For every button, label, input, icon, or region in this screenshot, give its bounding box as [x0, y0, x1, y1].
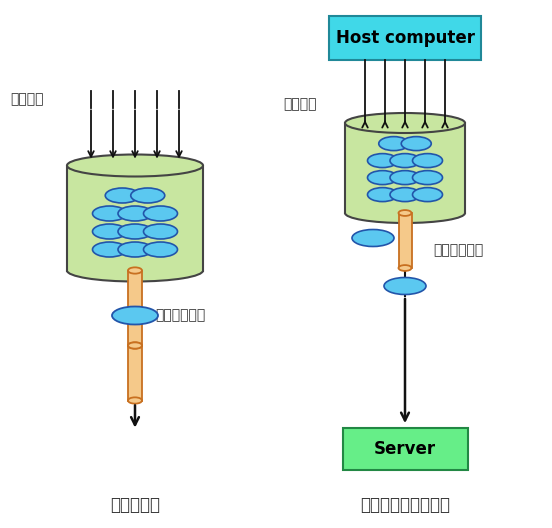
Ellipse shape: [399, 265, 411, 271]
Text: 被服务的请求: 被服务的请求: [433, 243, 483, 257]
Ellipse shape: [144, 242, 178, 257]
Text: 令牌桶算法应用图示: 令牌桶算法应用图示: [360, 496, 450, 514]
Ellipse shape: [390, 187, 420, 202]
Ellipse shape: [131, 188, 164, 203]
Ellipse shape: [368, 171, 397, 185]
Ellipse shape: [144, 206, 178, 221]
FancyBboxPatch shape: [329, 16, 481, 60]
Text: 令牌桶算法: 令牌桶算法: [110, 496, 160, 514]
Ellipse shape: [399, 210, 411, 216]
Text: Server: Server: [374, 440, 436, 458]
Ellipse shape: [67, 259, 203, 281]
Ellipse shape: [412, 187, 443, 202]
Ellipse shape: [105, 188, 139, 203]
FancyBboxPatch shape: [342, 428, 468, 470]
Ellipse shape: [128, 342, 142, 348]
Ellipse shape: [401, 137, 431, 150]
Ellipse shape: [128, 342, 142, 348]
Ellipse shape: [412, 171, 443, 185]
Text: 被服务的请求: 被服务的请求: [155, 308, 205, 323]
Polygon shape: [345, 123, 465, 213]
Ellipse shape: [118, 206, 152, 221]
Ellipse shape: [412, 154, 443, 167]
Ellipse shape: [67, 155, 203, 176]
Polygon shape: [67, 165, 203, 270]
Ellipse shape: [112, 306, 158, 325]
Text: Host computer: Host computer: [336, 29, 475, 47]
Ellipse shape: [352, 230, 394, 247]
Ellipse shape: [390, 171, 420, 185]
Ellipse shape: [368, 187, 397, 202]
Ellipse shape: [128, 398, 142, 403]
Polygon shape: [128, 345, 142, 401]
Ellipse shape: [144, 224, 178, 239]
Ellipse shape: [118, 242, 152, 257]
Text: 数据请求: 数据请求: [10, 92, 44, 107]
Ellipse shape: [368, 154, 397, 167]
Ellipse shape: [128, 267, 142, 274]
Ellipse shape: [345, 113, 465, 133]
Ellipse shape: [384, 278, 426, 295]
Ellipse shape: [345, 203, 465, 223]
Ellipse shape: [379, 137, 408, 150]
Ellipse shape: [93, 224, 126, 239]
Ellipse shape: [118, 224, 152, 239]
Ellipse shape: [93, 206, 126, 221]
Polygon shape: [399, 213, 411, 268]
Text: 数据请求: 数据请求: [283, 97, 316, 111]
Ellipse shape: [93, 242, 126, 257]
Polygon shape: [128, 270, 142, 345]
Ellipse shape: [390, 154, 420, 167]
